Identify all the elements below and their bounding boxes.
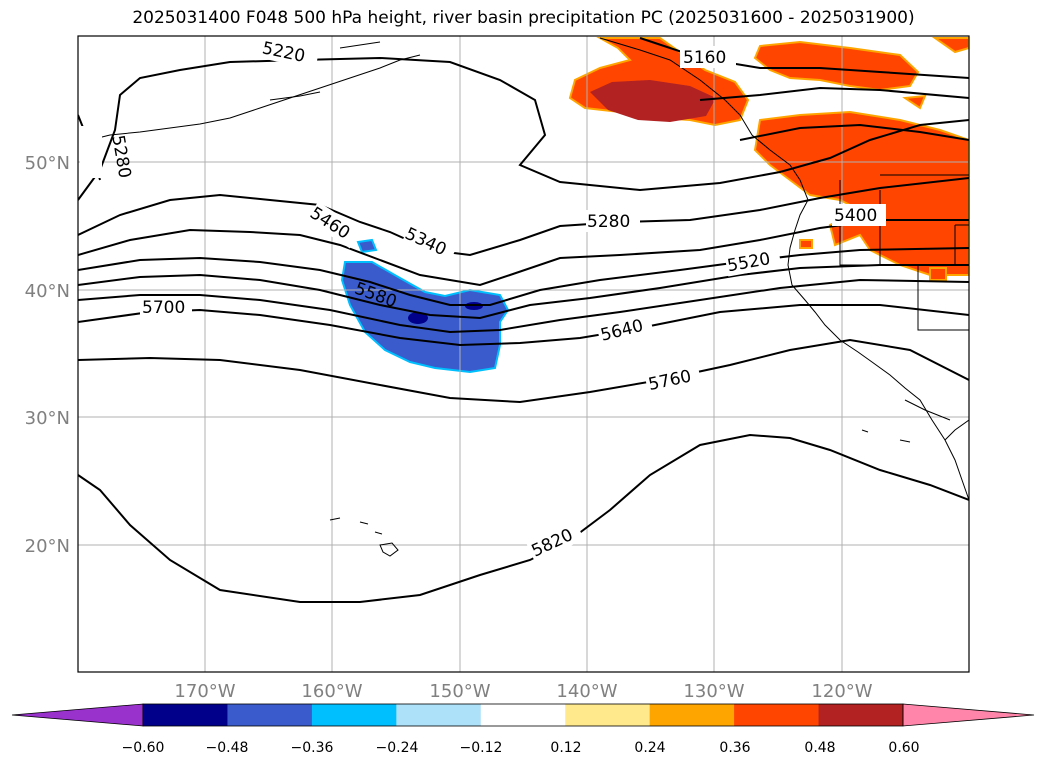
lon-label: 120°W	[811, 681, 872, 702]
height-contours	[78, 37, 969, 603]
lat-label: 30°N	[25, 408, 70, 429]
colorbar-segment	[396, 704, 482, 726]
lon-label: 160°W	[301, 681, 362, 702]
lon-label: 170°W	[174, 681, 235, 702]
plot-frame	[77, 35, 970, 673]
colorbar-border	[142, 703, 904, 727]
colorbar-tick-label: 0.12	[550, 740, 581, 756]
colorbar-segment	[734, 704, 820, 726]
map-title: 2025031400 F048 500 hPa height, river ba…	[132, 8, 915, 28]
colorbar-tick-label: −0.36	[291, 740, 334, 756]
lon-label: 150°W	[429, 681, 490, 702]
colorbar-tick-label: −0.60	[122, 740, 165, 756]
latitude-labels: 50°N 40°N 30°N 20°N	[25, 153, 70, 557]
lat-label: 20°N	[25, 536, 70, 557]
colorbar-tick-label: 0.60	[888, 740, 919, 756]
longitude-labels: 170°W 160°W 150°W 140°W 130°W 120°W	[174, 681, 872, 702]
colorbar	[11, 703, 1035, 727]
contour-label: 5280	[587, 212, 630, 232]
colorbar-extend-min	[11, 703, 144, 727]
colorbar-segment	[480, 704, 566, 726]
contour-label: 5700	[142, 298, 185, 318]
colorbar-segment	[311, 704, 397, 726]
lat-label: 40°N	[25, 281, 70, 302]
contour-label: 5400	[834, 206, 877, 226]
contour-label: 5160	[683, 48, 726, 68]
colorbar-tick-label: 0.24	[634, 740, 665, 756]
colorbar-segment	[227, 704, 313, 726]
colorbar-tick-label: −0.48	[206, 740, 249, 756]
colorbar-tick-label: −0.12	[460, 740, 503, 756]
colorbar-extend-max	[902, 703, 1035, 727]
colorbar-segment	[143, 704, 228, 726]
lat-label: 50°N	[25, 153, 70, 174]
colorbar-tick-label: −0.24	[376, 740, 419, 756]
colorbar-segment	[565, 704, 651, 726]
colorbar-segment	[818, 704, 904, 726]
colorbar-ticks: −0.60 −0.48 −0.36 −0.24 −0.12 0.12 0.24 …	[122, 740, 920, 756]
lon-label: 140°W	[556, 681, 617, 702]
colorbar-tick-label: 0.48	[804, 740, 835, 756]
colorbar-tick-label: 0.36	[719, 740, 750, 756]
colorbar-segment	[649, 704, 735, 726]
lon-label: 130°W	[683, 681, 744, 702]
